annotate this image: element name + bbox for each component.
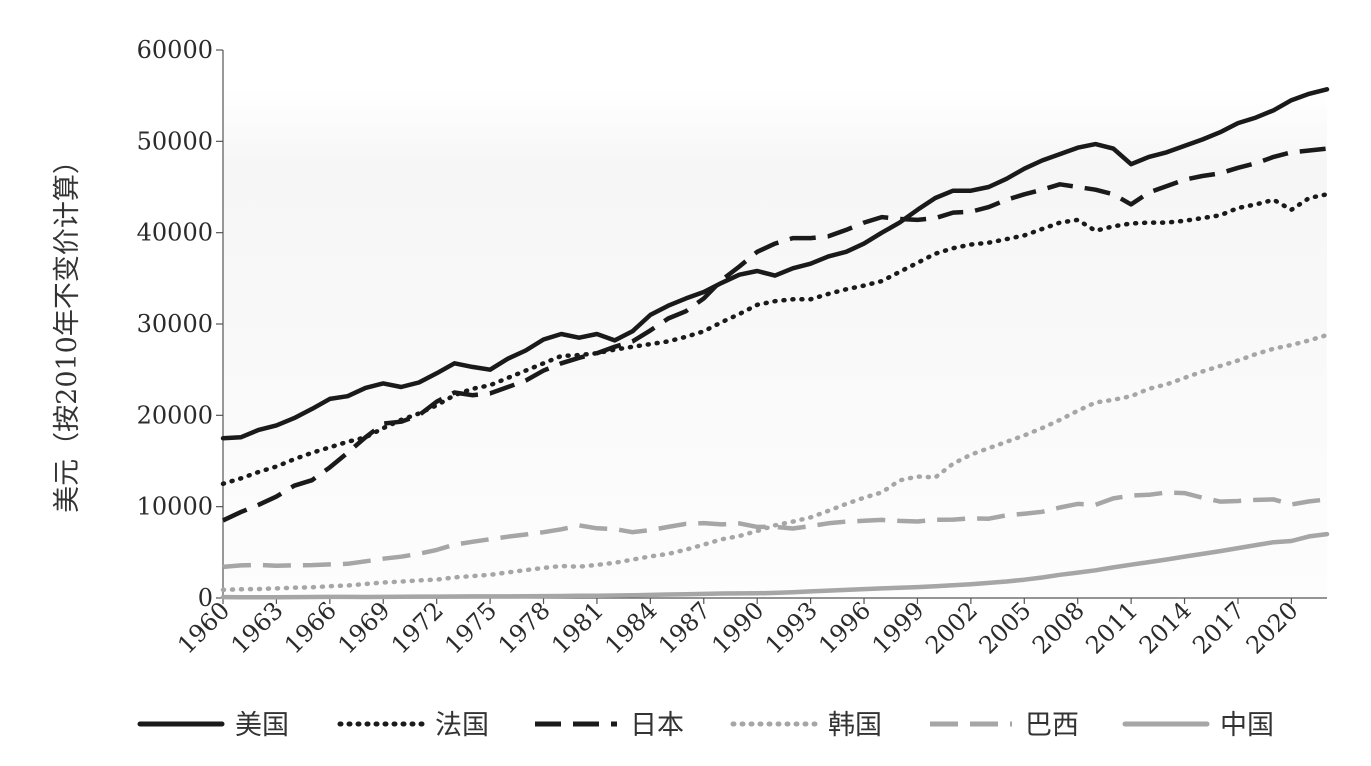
legend-label-5: 中国	[1220, 710, 1274, 741]
x-tick-label: 2008	[1027, 596, 1090, 659]
x-tick-label: 1978	[493, 596, 556, 659]
legend-label-4: 巴西	[1025, 710, 1079, 741]
legend-label-0: 美国	[235, 710, 289, 741]
legend: 美国 法国 日本 韩国 巴西 中国	[137, 710, 1274, 741]
x-tick-label: 1993	[760, 596, 823, 659]
x-tick-label: 2005	[974, 596, 1037, 659]
legend-label-2: 日本	[630, 710, 684, 741]
x-tick-label: 1990	[706, 596, 769, 659]
y-tick-label: 50000	[137, 127, 213, 155]
series-line-4	[222, 490, 1328, 570]
series-line-5	[220, 531, 1330, 600]
x-tick-label: 1996	[813, 596, 876, 659]
x-tick-label: 1972	[386, 596, 449, 659]
x-tick-label: 2017	[1187, 596, 1250, 659]
x-tick-label: 1981	[546, 596, 609, 659]
x-tick-label: 1984	[600, 596, 663, 659]
y-tick-label: 30000	[137, 310, 213, 338]
series-layer	[220, 87, 1330, 600]
y-tick-label: 20000	[137, 401, 213, 429]
x-tick-label: 2011	[1080, 596, 1143, 659]
y-axis-label: 美元（按2010年不变价计算）	[52, 147, 83, 513]
series-line-3	[220, 332, 1330, 593]
x-tick-label: 2002	[920, 596, 983, 659]
x-tick-label: 1999	[867, 596, 930, 659]
x-tick-label: 1963	[226, 596, 289, 659]
y-axis: 0 10000 20000 30000 40000 50000 60000	[137, 36, 224, 612]
series-line-0	[220, 87, 1330, 441]
x-tick-label: 1966	[279, 596, 342, 659]
y-tick-label: 60000	[137, 36, 213, 64]
legend-label-1: 法国	[435, 710, 489, 741]
x-axis: 1960196319661969197219751978198119841987…	[172, 596, 1327, 659]
x-tick-label: 2020	[1241, 596, 1304, 659]
legend-label-3: 韩国	[828, 710, 882, 741]
plot-area	[223, 90, 1327, 598]
x-tick-label: 1975	[439, 596, 502, 659]
plot-background	[223, 90, 1327, 598]
x-tick-label: 2014	[1134, 596, 1197, 659]
series-line-2	[222, 146, 1328, 523]
y-tick-label: 0	[198, 584, 213, 612]
y-tick-label: 40000	[137, 219, 213, 247]
x-tick-label: 1969	[333, 596, 396, 659]
x-tick-label: 1987	[653, 596, 716, 659]
y-tick-label: 10000	[137, 493, 213, 521]
